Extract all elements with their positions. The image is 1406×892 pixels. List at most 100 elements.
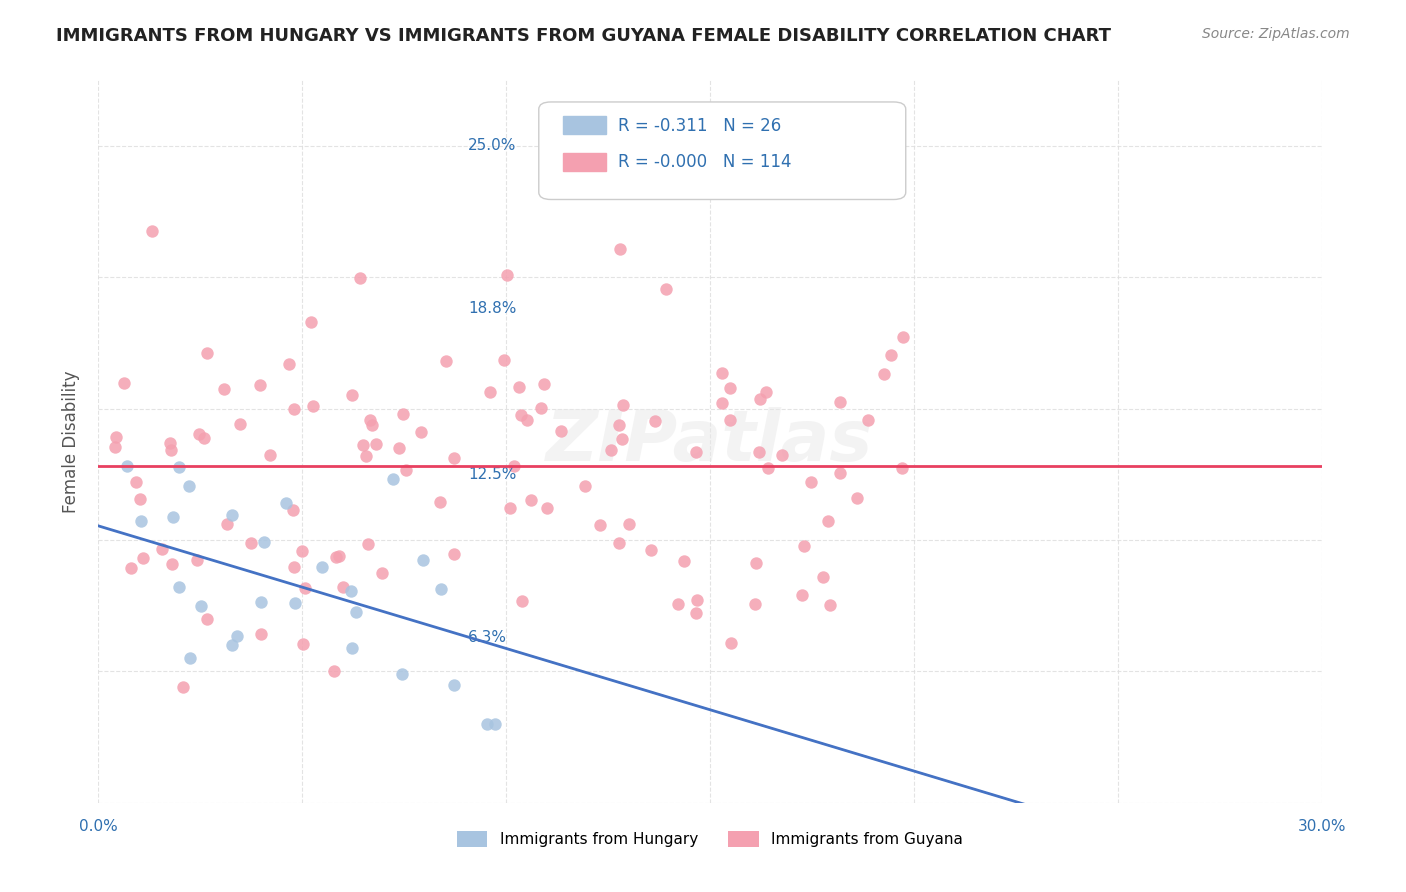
Point	[499, 500, 522, 515]
Point	[748, 445, 770, 459]
Point	[167, 460, 190, 475]
Text: R = -0.311   N = 26: R = -0.311 N = 26	[619, 117, 782, 135]
Point	[530, 401, 553, 415]
Text: ZIPatlas: ZIPatlas	[547, 407, 873, 476]
Point	[478, 384, 501, 399]
Point	[672, 554, 695, 568]
Point	[294, 581, 316, 595]
Point	[132, 550, 155, 565]
Point	[550, 424, 572, 438]
Text: 12.5%: 12.5%	[468, 467, 516, 482]
Point	[873, 367, 896, 381]
Point	[249, 626, 271, 640]
Point	[283, 560, 305, 574]
Point	[179, 650, 201, 665]
Point	[443, 451, 465, 466]
Text: 0.0%: 0.0%	[79, 819, 118, 834]
Point	[359, 413, 381, 427]
Point	[276, 496, 298, 510]
Point	[339, 584, 361, 599]
Point	[391, 408, 413, 422]
Point	[290, 544, 312, 558]
Point	[259, 448, 281, 462]
Point	[382, 472, 405, 486]
FancyBboxPatch shape	[538, 102, 905, 200]
Point	[115, 459, 138, 474]
Point	[354, 449, 377, 463]
Point	[366, 436, 388, 450]
Point	[193, 431, 215, 445]
Point	[162, 558, 184, 572]
Text: R = -0.000   N = 114: R = -0.000 N = 114	[619, 153, 792, 171]
Point	[195, 612, 218, 626]
Point	[249, 595, 271, 609]
Point	[610, 432, 633, 446]
Point	[856, 413, 879, 427]
Point	[589, 518, 612, 533]
Point	[519, 493, 541, 508]
Point	[141, 224, 163, 238]
Point	[640, 542, 662, 557]
Point	[229, 417, 252, 431]
Point	[221, 508, 243, 522]
Point	[357, 537, 380, 551]
Point	[195, 345, 218, 359]
Point	[105, 430, 128, 444]
Point	[120, 561, 142, 575]
Point	[340, 640, 363, 655]
Point	[516, 413, 538, 427]
Point	[745, 557, 768, 571]
Point	[664, 112, 686, 127]
Point	[508, 380, 530, 394]
Point	[411, 425, 433, 439]
Point	[225, 629, 247, 643]
Point	[292, 637, 315, 651]
Point	[284, 596, 307, 610]
Point	[283, 401, 305, 416]
Point	[510, 593, 533, 607]
Point	[755, 385, 778, 400]
Bar	[564, 116, 606, 135]
Point	[212, 382, 235, 396]
Point	[221, 638, 243, 652]
Point	[893, 330, 915, 344]
Point	[756, 461, 779, 475]
Text: IMMIGRANTS FROM HUNGARY VS IMMIGRANTS FROM GUYANA FEMALE DISABILITY CORRELATION : IMMIGRANTS FROM HUNGARY VS IMMIGRANTS FR…	[56, 27, 1111, 45]
Point	[278, 357, 301, 371]
Point	[239, 536, 262, 550]
Point	[644, 414, 666, 428]
Point	[509, 409, 531, 423]
Point	[718, 412, 741, 426]
Point	[600, 442, 623, 457]
Point	[349, 271, 371, 285]
Point	[574, 479, 596, 493]
Point	[820, 599, 842, 613]
Point	[328, 549, 350, 563]
Point	[685, 444, 707, 458]
Point	[131, 514, 153, 528]
Point	[685, 606, 707, 620]
Point	[617, 517, 640, 532]
Point	[536, 501, 558, 516]
Point	[654, 282, 676, 296]
Point	[609, 242, 631, 256]
Point	[686, 592, 709, 607]
Bar	[564, 153, 606, 170]
Point	[880, 348, 903, 362]
Point	[429, 495, 451, 509]
Point	[828, 466, 851, 480]
Point	[503, 458, 526, 473]
Point	[352, 438, 374, 452]
Point	[612, 398, 634, 412]
Point	[215, 516, 238, 531]
Text: 6.3%: 6.3%	[468, 630, 506, 645]
Point	[281, 502, 304, 516]
Point	[607, 536, 630, 550]
Point	[299, 315, 322, 329]
Point	[830, 395, 852, 409]
Point	[302, 399, 325, 413]
Point	[443, 678, 465, 692]
Point	[846, 491, 869, 505]
Point	[484, 717, 506, 731]
Point	[104, 440, 127, 454]
